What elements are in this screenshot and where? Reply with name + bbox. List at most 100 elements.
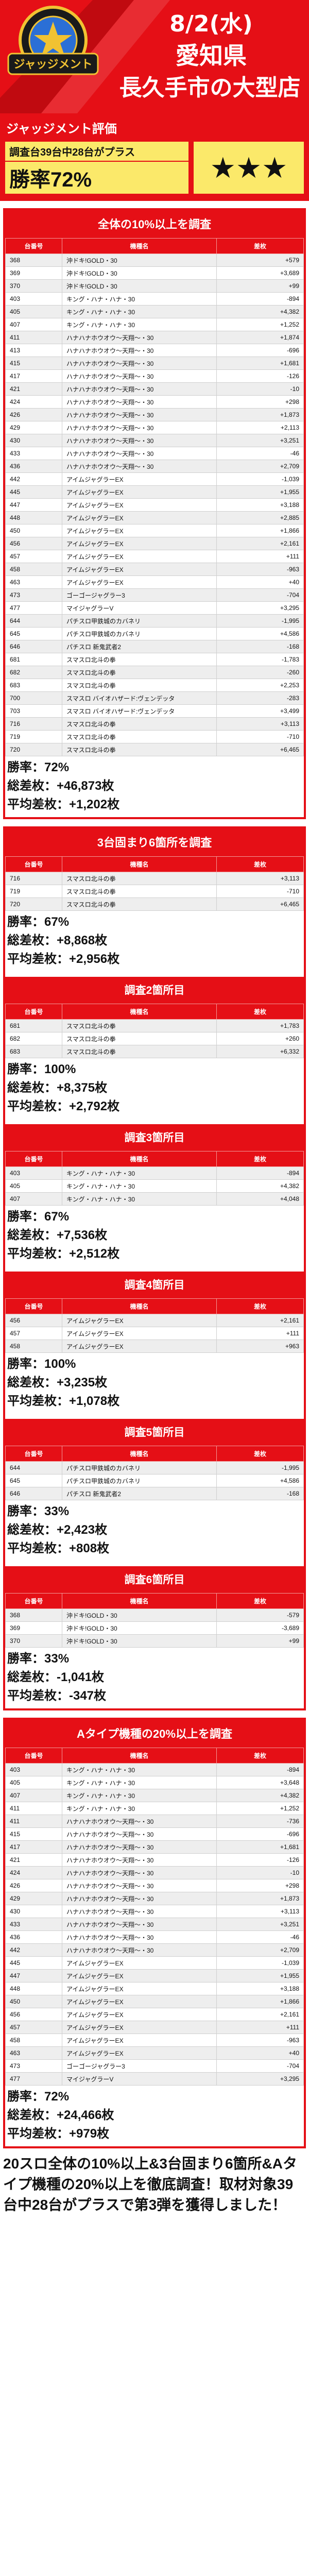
column-header-no: 台番号 (5, 1748, 62, 1764)
table-row: 645 パチスロ甲鉄城のカバネリ +4,586 (5, 627, 304, 640)
machine-number: 411 (5, 1802, 62, 1815)
coin-difference: -704 (216, 588, 304, 602)
total-difference: 総差枚：+8,375枚 (7, 1081, 108, 1095)
machine-number: 477 (5, 601, 62, 615)
machine-number: 369 (5, 266, 62, 280)
coin-difference: +3,113 (216, 872, 304, 885)
machine-name: マイジャグラーV (62, 2072, 217, 2086)
results-table: 台番号 機種名 差枚 403 キング・ハナ・ハナ・30 -894 405 キング・ハナ・ハナ・… (5, 1748, 304, 2086)
column-header-name: 機種名 (62, 1004, 217, 1020)
machine-name: ハナハナホウオウ〜天翔〜・30 (62, 382, 217, 396)
coin-difference: +3,295 (216, 2072, 304, 2086)
win-rate: 勝率：100% (7, 1357, 76, 1371)
machine-name: パチスロ甲鉄城のカバネリ (62, 1474, 217, 1487)
machine-name: スマスロ北斗の拳 (62, 1045, 217, 1058)
machine-number: 369 (5, 1621, 62, 1635)
total-difference: 総差枚：+46,873枚 (7, 779, 114, 793)
table-row: 403 キング・ハナ・ハナ・30 -894 (5, 292, 304, 306)
machine-number: 433 (5, 1918, 62, 1931)
table-row: 463 アイムジャグラーEX +40 (5, 2046, 304, 2060)
average-difference: 平均差枚：+979枚 (7, 2127, 110, 2141)
table-row: 450 アイムジャグラーEX +1,866 (5, 524, 304, 537)
machine-number: 426 (5, 1879, 62, 1892)
coin-difference: -1,995 (216, 614, 304, 628)
coin-difference: +99 (216, 1634, 304, 1648)
machine-name: キング・ハナ・ハナ・30 (62, 1179, 217, 1193)
machine-number: 413 (5, 344, 62, 357)
win-rate: 勝率：72% (7, 760, 70, 774)
group-summary: 勝率：72% 総差枚：+46,873枚 平均差枚：+1,202枚 (5, 756, 304, 817)
machine-name: ハナハナホウオウ〜天翔〜・30 (62, 344, 217, 357)
machine-number: 645 (5, 1474, 62, 1487)
win-rate: 勝率：33% (7, 1504, 70, 1518)
machine-name: パチスロ 新鬼武者2 (62, 640, 217, 653)
coin-difference: +4,586 (216, 1474, 304, 1487)
table-row: 448 アイムジャグラーEX +3,188 (5, 1982, 304, 1995)
group-title: 調査3箇所目 (5, 1124, 304, 1151)
prefecture: 愛知県 (176, 42, 247, 70)
coin-difference: -894 (216, 1763, 304, 1776)
coin-difference: +111 (216, 550, 304, 563)
machine-number: 415 (5, 1827, 62, 1841)
table-row: 403 キング・ハナ・ハナ・30 -894 (5, 1166, 304, 1180)
judgement-title: ジャッジメント評価 (6, 122, 117, 136)
coin-difference: -710 (216, 730, 304, 743)
machine-name: ハナハナホウオウ〜天翔〜・30 (62, 1866, 217, 1879)
column-header-no: 台番号 (5, 238, 62, 254)
machine-name: 沖ドキ!GOLD・30 (62, 1634, 217, 1648)
table-row: 448 アイムジャグラーEX +2,885 (5, 511, 304, 524)
sections-container: 全体の10%以上を調査 台番号 機種名 差枚 368 沖ドキ!GOLD・30 +579 369… (0, 208, 309, 2148)
machine-name: アイムジャグラーEX (62, 511, 217, 524)
machine-number: 716 (5, 717, 62, 731)
coin-difference: -579 (216, 1608, 304, 1622)
machine-number: 411 (5, 1815, 62, 1828)
table-row: 368 沖ドキ!GOLD・30 -579 (5, 1608, 304, 1622)
table-row: 646 パチスロ 新鬼武者2 -168 (5, 1487, 304, 1500)
judgement-subtitle: 調査台39台中28台がプラス (4, 141, 190, 162)
results-table: 台番号 機種名 差枚 368 沖ドキ!GOLD・30 +579 369 沖ドキ!GOLD・30… (5, 238, 304, 756)
machine-number: 477 (5, 2072, 62, 2086)
machine-number: 407 (5, 1192, 62, 1206)
machine-number: 445 (5, 1956, 62, 1970)
machine-number: 463 (5, 2046, 62, 2060)
table-row: 445 アイムジャグラーEX -1,039 (5, 1956, 304, 1970)
machine-number: 421 (5, 1853, 62, 1867)
coin-difference: +2,161 (216, 2008, 304, 2021)
coin-difference: -963 (216, 563, 304, 576)
table-row: 430 ハナハナホウオウ〜天翔〜・30 +3,113 (5, 1905, 304, 1918)
average-difference: 平均差枚：+2,512枚 (7, 1247, 120, 1261)
machine-name: アイムジャグラーEX (62, 563, 217, 576)
machine-number: 458 (5, 1340, 62, 1353)
machine-name: ハナハナホウオウ〜天翔〜・30 (62, 1815, 217, 1828)
group-title: 調査4箇所目 (5, 1272, 304, 1298)
table-row: 463 アイムジャグラーEX +40 (5, 575, 304, 589)
coin-difference: +40 (216, 2046, 304, 2060)
machine-number: 430 (5, 1905, 62, 1918)
machine-number: 445 (5, 485, 62, 499)
coin-difference: +6,465 (216, 743, 304, 756)
table-row: 405 キング・ハナ・ハナ・30 +4,382 (5, 1179, 304, 1193)
coin-difference: +6,465 (216, 897, 304, 911)
table-row: 436 ハナハナホウオウ〜天翔〜・30 -46 (5, 1930, 304, 1944)
machine-number: 683 (5, 1045, 62, 1058)
table-row: 644 パチスロ甲鉄城のカバネリ -1,995 (5, 614, 304, 628)
machine-name: ハナハナホウオウ〜天翔〜・30 (62, 460, 217, 473)
table-row: 457 アイムジャグラーEX +111 (5, 1327, 304, 1340)
table-row: 447 アイムジャグラーEX +1,955 (5, 1969, 304, 1982)
coin-difference: -10 (216, 382, 304, 396)
column-header-no: 台番号 (5, 856, 62, 872)
star-rating: ★★★ (193, 141, 305, 195)
column-header-no: 台番号 (5, 1004, 62, 1020)
machine-number: 442 (5, 1943, 62, 1957)
coin-difference: +1,873 (216, 1892, 304, 1905)
coin-difference: -46 (216, 447, 304, 460)
table-row: 417 ハナハナホウオウ〜天翔〜・30 -126 (5, 369, 304, 383)
column-header-diff: 差枚 (216, 856, 304, 872)
coin-difference: +3,689 (216, 266, 304, 280)
coin-difference: +2,161 (216, 537, 304, 550)
total-difference: 総差枚：+8,868枚 (7, 934, 108, 947)
table-row: 477 マイジャグラーV +3,295 (5, 2072, 304, 2086)
table-row: 720 スマスロ北斗の拳 +6,465 (5, 743, 304, 756)
machine-name: アイムジャグラーEX (62, 2008, 217, 2021)
machine-name: キング・ハナ・ハナ・30 (62, 1789, 217, 1802)
